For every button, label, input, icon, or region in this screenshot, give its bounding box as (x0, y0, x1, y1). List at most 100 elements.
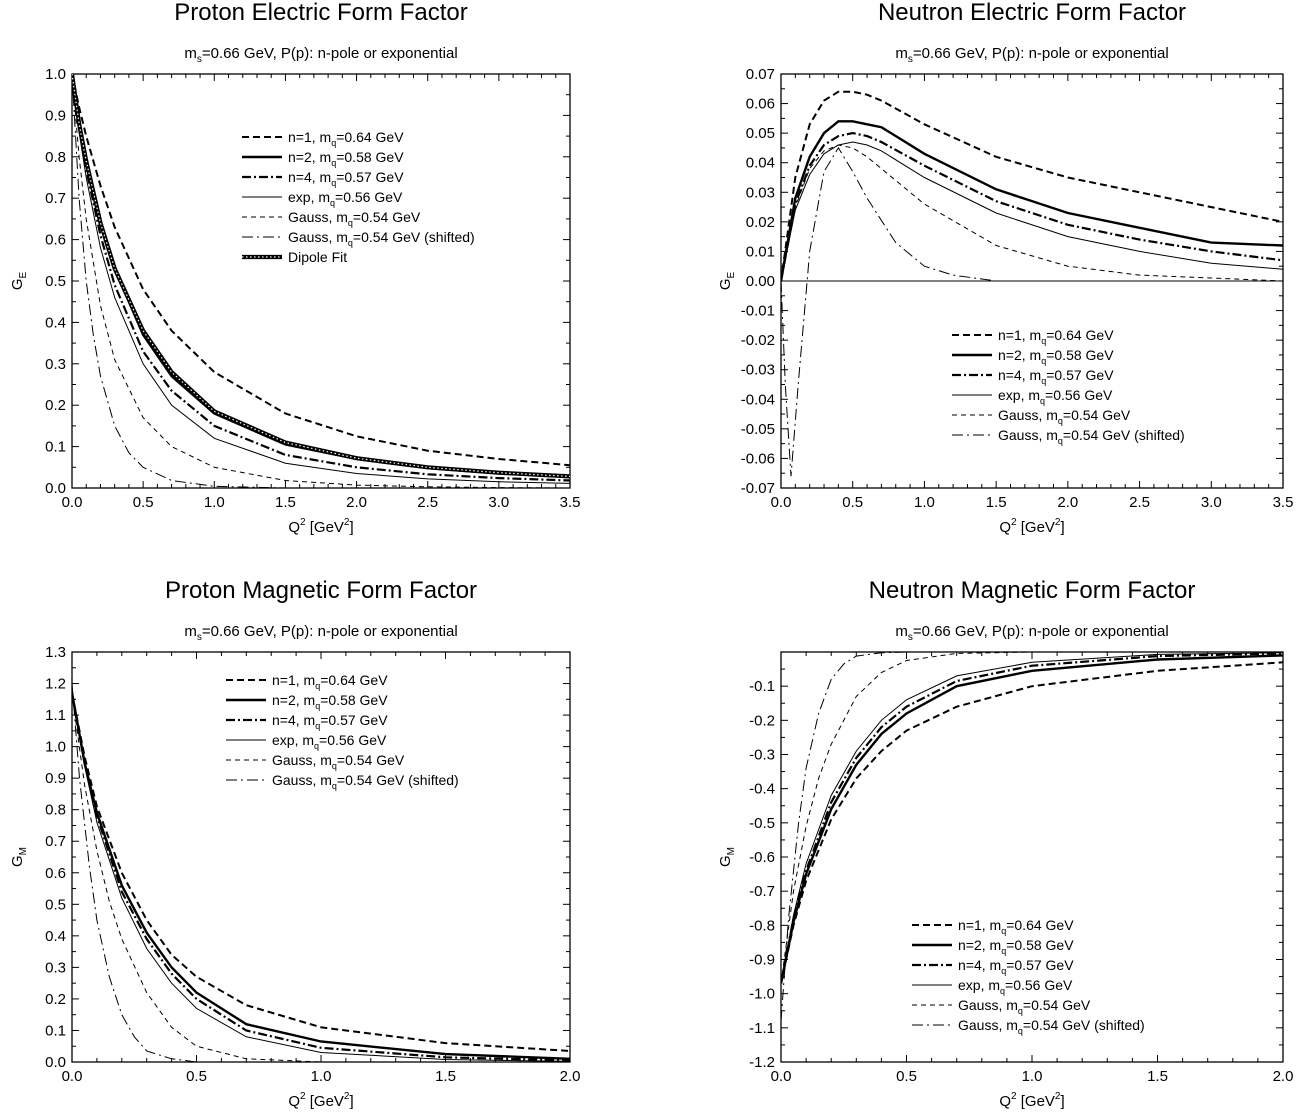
x-tick-label: 2.0 (1273, 1068, 1294, 1085)
chart-panel: Proton Electric Form Factor ms=0.66 GeV, … (9, 0, 580, 536)
chart-panel: Proton Magnetic Form Factor ms=0.66 GeV, … (9, 577, 580, 1110)
legend-label-main: Gauss, m (272, 772, 332, 788)
ylabel-main: G (9, 855, 26, 867)
legend-label-rest: =0.56 GeV (335, 189, 403, 205)
legend-label-main: exp, m (288, 189, 330, 205)
x-tick-label: 3.5 (560, 494, 581, 511)
series-line (72, 74, 570, 477)
y-tick-label: 0.9 (45, 770, 66, 787)
legend-label-rest: =0.64 GeV (320, 672, 388, 688)
legend-label-main: n=2, m (288, 149, 331, 165)
chart-title: Neutron Electric Form Factor (878, 0, 1186, 26)
legend-label: Dipole Fit (288, 249, 347, 265)
xlabel-close: ] (349, 1093, 353, 1110)
y-tick-label: -0.2 (749, 712, 775, 729)
y-axis-label: GM (717, 847, 737, 867)
legend-label: exp, mq=0.56 GeV (958, 977, 1073, 996)
legend-entry: n=2, mq=0.58 GeV (226, 692, 388, 711)
y-tick-label: 0.5 (45, 896, 66, 913)
subtitle-rest: =0.66 GeV, P(p): n-pole or exponential (202, 45, 458, 62)
x-tick-label: 2.5 (417, 494, 438, 511)
legend-label-main: Gauss, m (998, 407, 1058, 423)
legend-label-subscript: q (314, 741, 319, 751)
legend-label: n=4, mq=0.57 GeV (998, 367, 1114, 386)
legend-label-main: Gauss, m (998, 427, 1058, 443)
y-tick-label: -0.06 (741, 450, 775, 467)
series-line (72, 692, 570, 1062)
legend-label-main: Gauss, m (272, 752, 332, 768)
legend-label-subscript: q (1058, 416, 1063, 426)
legend-entry: Gauss, mq=0.54 GeV (242, 209, 421, 228)
y-tick-label: 0.6 (45, 865, 66, 882)
legend-entry: Gauss, mq=0.54 GeV (shifted) (952, 427, 1185, 446)
legend-label-subscript: q (315, 701, 320, 711)
legend-entry: n=4, mq=0.57 GeV (912, 957, 1074, 976)
legend-label-subscript: q (332, 781, 337, 791)
x-tick-label: 2.0 (560, 1068, 581, 1085)
y-tick-label: -0.7 (749, 883, 775, 900)
legend-label-rest: =0.58 GeV (320, 692, 388, 708)
y-axis-label: GE (717, 272, 737, 291)
legend-entry: exp, mq=0.56 GeV (242, 189, 403, 208)
x-tick-label: 0.5 (133, 494, 154, 511)
ylabel-main: G (717, 855, 734, 867)
xlabel-unit-sup: 2 (344, 1091, 350, 1102)
y-tick-label: -0.6 (749, 849, 775, 866)
subtitle-rest: =0.66 GeV, P(p): n-pole or exponential (202, 623, 458, 640)
legend-entry: n=4, mq=0.57 GeV (242, 169, 404, 188)
legend-entry: n=2, mq=0.58 GeV (952, 347, 1114, 366)
legend-entry: Gauss, mq=0.54 GeV (912, 997, 1091, 1016)
y-tick-label: 0.4 (45, 928, 66, 945)
chart-title: Neutron Magnetic Form Factor (869, 577, 1196, 604)
y-tick-label: 1.0 (45, 739, 66, 756)
ylabel-subscript: M (726, 847, 737, 855)
legend-label-subscript: q (1041, 336, 1046, 346)
series-line (781, 652, 1283, 984)
y-tick-label: -1.2 (749, 1054, 775, 1071)
legend-entry: n=4, mq=0.57 GeV (226, 712, 388, 731)
legend-label-rest: =0.54 GeV (337, 752, 405, 768)
y-tick-label: -0.1 (749, 678, 775, 695)
y-tick-label: 0.9 (45, 107, 66, 124)
subtitle-subscript: s (197, 54, 202, 65)
legend-label: n=1, mq=0.64 GeV (998, 327, 1114, 346)
y-tick-label: 0.4 (45, 314, 66, 331)
legend-label: n=2, mq=0.58 GeV (272, 692, 388, 711)
legend-label-rest: =0.64 GeV (1006, 917, 1074, 933)
y-tick-label: -0.03 (741, 362, 775, 379)
legend-label-main: n=4, m (998, 367, 1041, 383)
legend-label-subscript: q (1000, 986, 1005, 996)
legend-label-rest: =0.58 GeV (336, 149, 404, 165)
x-tick-label: 1.5 (986, 494, 1007, 511)
chart-subtitle: ms=0.66 GeV, P(p): n-pole or exponential (895, 45, 1168, 65)
x-axis-label: Q2 [GeV2] (288, 1091, 353, 1110)
y-tick-label: 0.7 (45, 833, 66, 850)
legend-entry: exp, mq=0.56 GeV (226, 732, 387, 751)
y-tick-label: -1.1 (749, 1020, 775, 1037)
legend-label: n=4, mq=0.57 GeV (272, 712, 388, 731)
y-axis-label: GE (9, 272, 29, 291)
x-tick-label: 0.5 (842, 494, 863, 511)
legend-label: n=1, mq=0.64 GeV (272, 672, 388, 691)
x-tick-label: 2.5 (1129, 494, 1150, 511)
legend-label-main: n=2, m (998, 347, 1041, 363)
ylabel-subscript: M (18, 847, 29, 855)
chart-subtitle: ms=0.66 GeV, P(p): n-pole or exponential (895, 623, 1168, 643)
legend-entry: n=2, mq=0.58 GeV (242, 149, 404, 168)
series-line (72, 692, 570, 1062)
legend-entry: n=4, mq=0.57 GeV (952, 367, 1114, 386)
series-line (781, 652, 1283, 984)
legend-label-subscript: q (330, 198, 335, 208)
y-tick-label: 1.1 (45, 707, 66, 724)
subtitle-rest: =0.66 GeV, P(p): n-pole or exponential (913, 45, 1169, 62)
xlabel-close: ] (1060, 519, 1064, 536)
legend-label-main: n=4, m (958, 957, 1001, 973)
legend-label: Gauss, mq=0.54 GeV (272, 752, 405, 771)
legend-label-subscript: q (315, 681, 320, 691)
legend-label-main: Dipole Fit (288, 249, 347, 265)
x-tick-label: 3.0 (488, 494, 509, 511)
legend-entry: n=1, mq=0.64 GeV (226, 672, 388, 691)
legend-entry: Dipole Fit (242, 249, 347, 265)
y-tick-label: 0.00 (746, 273, 775, 290)
y-tick-label: 1.0 (45, 66, 66, 83)
